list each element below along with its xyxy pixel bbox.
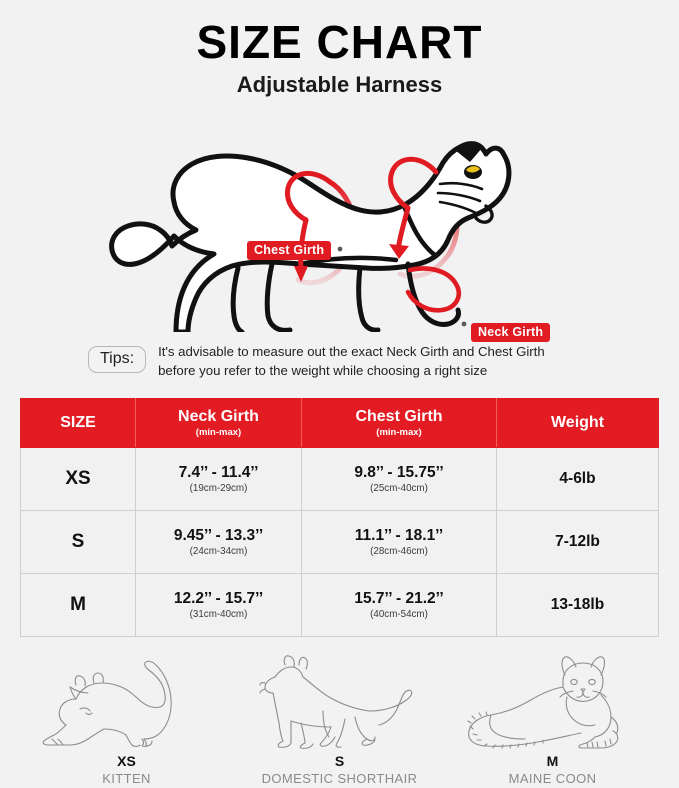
page-subtitle: Adjustable Harness — [236, 72, 443, 98]
chest-girth-label: Chest Girth — [247, 241, 332, 261]
measure-loop-front — [284, 157, 462, 313]
kitten-icon — [42, 661, 172, 748]
header-size: SIZE — [20, 397, 136, 449]
breed-label-kitten: XS KITTEN — [102, 753, 151, 786]
header-chest-girth: Chest Girth (min-max) — [301, 397, 497, 449]
breed-illustration-row — [20, 647, 659, 751]
cell-neck-girth: 9.45’’ - 13.3’’ (24cm-34cm) — [135, 510, 302, 575]
cat-silhouette — [109, 141, 512, 333]
cell-neck-girth: 12.2’’ - 15.7’’ (31cm-40cm) — [135, 573, 302, 638]
neck-leader-dot — [461, 321, 467, 327]
breed-label-domestic-shorthair: S DOMESTIC SHORTHAIR — [261, 753, 418, 786]
neck-girth-label: Neck Girth — [471, 323, 551, 343]
header-neck-girth: Neck Girth (min-max) — [135, 397, 302, 449]
cat-diagram-svg — [109, 141, 512, 333]
breed-label-maine-coon: M MAINE COON — [508, 753, 597, 786]
cell-neck-girth: 7.4’’ - 11.4’’ (19cm-29cm) — [135, 447, 302, 512]
breed-maine-coon — [450, 651, 655, 751]
breed-label-row: XS KITTEN S DOMESTIC SHORTHAIR M MAINE C… — [20, 753, 659, 787]
size-chart-table: SIZE Neck Girth (min-max) Chest Girth (m… — [20, 397, 659, 638]
domestic-shorthair-icon — [258, 655, 412, 750]
breed-domestic-shorthair — [237, 651, 442, 751]
chest-leader-dot — [337, 246, 343, 252]
cell-weight: 7-12lb — [496, 510, 659, 575]
table-row: XS 7.4’’ - 11.4’’ (19cm-29cm) 9.8’’ - 15… — [20, 447, 659, 512]
tips-badge: Tips: — [88, 346, 147, 374]
cell-size: S — [20, 510, 136, 575]
maine-coon-icon — [467, 656, 619, 749]
tips-line-1: It's advisable to measure out the exact … — [158, 344, 545, 360]
whiskers-icon — [436, 182, 484, 215]
cell-chest-girth: 15.7’’ - 21.2’’ (40cm-54cm) — [301, 573, 497, 638]
cell-weight: 13-18lb — [496, 573, 659, 638]
cell-chest-girth: 11.1’’ - 18.1’’ (28cm-46cm) — [301, 510, 497, 575]
cell-weight: 4-6lb — [496, 447, 659, 512]
table-row: M 12.2’’ - 15.7’’ (31cm-40cm) 15.7’’ - 2… — [20, 573, 659, 638]
cat-measurement-illustration: Chest Girth Neck Girth — [0, 102, 679, 343]
table-row: S 9.45’’ - 13.3’’ (24cm-34cm) 11.1’’ - 1… — [20, 510, 659, 575]
cell-chest-girth: 9.8’’ - 15.75’’ (25cm-40cm) — [301, 447, 497, 512]
page-title: SIZE CHART — [196, 16, 483, 68]
breed-kitten — [24, 651, 229, 751]
tips-section: Tips: It's advisable to measure out the … — [0, 332, 679, 380]
cell-size: XS — [20, 447, 136, 512]
tips-text: It's advisable to measure out the exact … — [158, 340, 545, 380]
cell-size: M — [20, 573, 136, 638]
page-header: SIZE CHART Adjustable Harness — [0, 0, 679, 98]
tips-line-2: before you refer to the weight while cho… — [158, 363, 488, 379]
header-weight: Weight — [496, 397, 659, 449]
table-header-row: SIZE Neck Girth (min-max) Chest Girth (m… — [20, 397, 659, 449]
